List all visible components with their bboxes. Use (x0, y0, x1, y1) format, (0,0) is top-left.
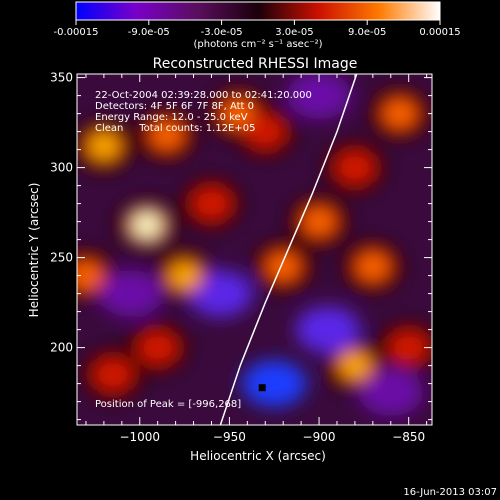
plot-frame (76, 73, 433, 426)
heat-blob-positive-core (224, 101, 253, 127)
heat-blob-positive-core (197, 191, 226, 217)
annotation-detectors: Detectors: 4F 5F 6F 7F 8F, Att 0 (95, 101, 254, 112)
solar-limb-curve (219, 74, 358, 425)
colorbar-tick-label: -0.00015 (54, 27, 99, 38)
plot-area (77, 74, 432, 425)
heat-blob-positive-core (98, 362, 128, 388)
heatmap-image (77, 74, 432, 416)
colorbar-tick-label: 3.0e-05 (275, 27, 313, 38)
y-tick-label: 300 (50, 161, 73, 175)
footer-timestamp: 16-Jun-2013 03:07 (403, 487, 497, 498)
heat-blob-positive-core (268, 254, 298, 280)
x-tick-label: −900 (303, 430, 336, 444)
heat-blob-positive-core (340, 353, 370, 379)
heat-blob-positive-core (340, 155, 370, 181)
heat-blob-positive-core (132, 212, 162, 238)
heat-blob-negative (295, 306, 361, 353)
annotation-peak-position: Position of Peak = [-996,268] (95, 399, 241, 410)
heat-blob-positive-core (89, 133, 119, 159)
colorbar-tick-label: 9.0e-05 (348, 27, 386, 38)
colorbar-tick-label: -3.0e-05 (201, 27, 243, 38)
y-tick-label: 350 (50, 71, 73, 85)
peak-marker (258, 384, 266, 392)
heat-blob-positive-core (170, 263, 199, 289)
colorbar (75, 1, 441, 21)
axis-ticks: −1000 −950 −900 −850 200 250 300 350 (50, 71, 432, 444)
x-axis-label: Heliocentric X (arcsec) (190, 449, 326, 463)
annotation-time: 22-Oct-2004 02:39:28.000 to 02:41:20.000 (95, 90, 312, 101)
y-tick-label: 250 (50, 251, 73, 265)
heat-blob-positive-core (394, 335, 424, 361)
colorbar-tick-label: 0.00015 (419, 27, 460, 38)
heat-blob-negative (98, 270, 164, 317)
y-tick-label: 200 (50, 341, 73, 355)
heat-blob-negative (241, 360, 307, 407)
heat-blob-positive-core (77, 263, 101, 289)
heat-blob-positive-core (304, 209, 334, 235)
heat-blob-negative (286, 74, 352, 119)
colorbar-unit-label: (photons cm⁻² s⁻¹ asec⁻²) (193, 39, 322, 50)
heat-blob-positive-core (250, 119, 280, 145)
x-tick-label: −1000 (119, 430, 160, 444)
y-axis-label: Heliocentric Y (arcsec) (27, 183, 41, 318)
annotation-clean: Clean Total counts: 1.12E+05 (95, 123, 255, 134)
colorbar-tick-label: -9.0e-05 (128, 27, 170, 38)
x-tick-label: −950 (213, 430, 246, 444)
colorbar-ticks: -0.00015 -9.0e-05 -3.0e-05 3.0e-05 9.0e-05 0.… (54, 20, 461, 38)
chart-title: Reconstructed RHESSI Image (153, 56, 358, 72)
heat-blob-positive-core (152, 122, 181, 148)
x-tick-label: −850 (392, 430, 425, 444)
heat-blob-negative (358, 369, 424, 416)
heat-blob-positive-core (385, 101, 415, 127)
heat-blob-positive-core (358, 254, 388, 280)
annotation-energy: Energy Range: 12.0 - 25.0 keV (95, 112, 248, 123)
heat-blob-positive-core (143, 335, 173, 361)
